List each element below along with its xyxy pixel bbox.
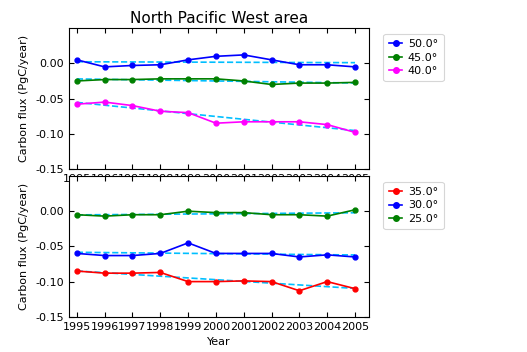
Legend: 35.0°, 30.0°, 25.0°: 35.0°, 30.0°, 25.0° <box>384 182 444 230</box>
X-axis label: Year: Year <box>207 337 230 347</box>
Y-axis label: Carbon flux (PgC/year): Carbon flux (PgC/year) <box>19 183 30 310</box>
Y-axis label: Carbon flux (PgC/year): Carbon flux (PgC/year) <box>19 35 30 162</box>
Title: North Pacific West area: North Pacific West area <box>130 11 308 26</box>
Legend: 50.0°, 45.0°, 40.0°: 50.0°, 45.0°, 40.0° <box>384 34 444 82</box>
